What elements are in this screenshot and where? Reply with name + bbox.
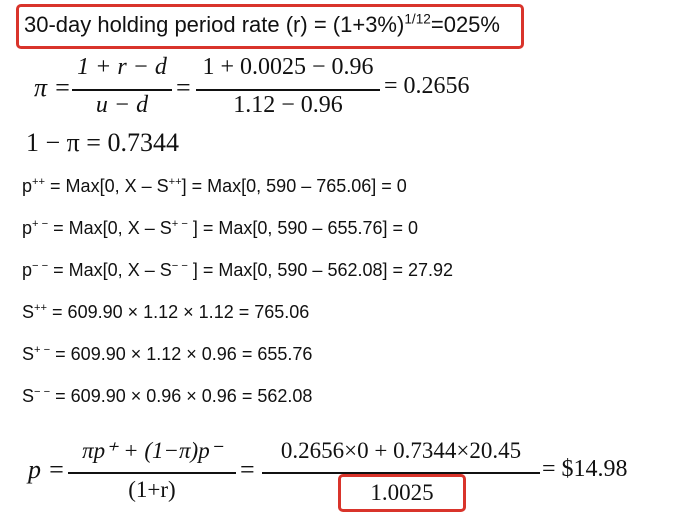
pi-fraction-bar (72, 89, 172, 91)
pi-equals: = (176, 73, 191, 102)
header-tail: =025% (430, 12, 500, 37)
one-minus-pi: 1 − π = 0.7344 (26, 128, 179, 157)
pi-lhs: π = (34, 73, 72, 102)
pi-denominator: u − d (95, 92, 149, 118)
pi-result: = 0.2656 (384, 73, 470, 99)
payoff-line-uu: p++ = Max[0, X – S++] = Max[0, 590 – 765… (22, 176, 407, 196)
pi-numerator: 1 + r − d (77, 54, 167, 80)
final-fraction-bar (68, 472, 236, 474)
final-result: = $14.98 (542, 456, 628, 482)
pi-denominator-values: 1.12 − 0.96 (233, 92, 343, 118)
header-highlight-box (16, 4, 524, 49)
final-values-fraction-bar (262, 472, 540, 474)
final-denominator: (1+r) (128, 477, 176, 502)
denominator-highlight-box (338, 474, 466, 512)
stock-line-dd: S− − = 609.90 × 0.96 × 0.96 = 562.08 (22, 386, 313, 406)
final-numerator-values: 0.2656×0 + 0.7344×20.45 (280, 438, 522, 463)
header-exponent: 1/12 (404, 11, 431, 27)
header-line: 30-day holding period rate (r) = (1+3%)1… (24, 12, 500, 38)
stock-line-uu: S++ = 609.90 × 1.12 × 1.12 = 765.06 (22, 302, 310, 322)
payoff-line-dd: p− − = Max[0, X – S− − ] = Max[0, 590 – … (22, 260, 454, 280)
pi-numerator-values: 1 + 0.0025 − 0.96 (202, 54, 374, 80)
stock-line-ud: S+ − = 609.90 × 1.12 × 0.96 = 655.76 (22, 344, 313, 364)
final-numerator: πp⁺ + (1−π)p⁻ (82, 438, 222, 463)
pi-values-fraction-bar (196, 89, 380, 91)
final-lhs: p = (28, 455, 66, 484)
payoff-line-ud: p+ − = Max[0, X – S+ − ] = Max[0, 590 – … (22, 218, 419, 238)
final-denominator-values: 1.0025 (370, 480, 434, 505)
final-equals: = (240, 455, 255, 484)
header-text: 30-day holding period rate (r) = (1+3%) (24, 12, 405, 37)
